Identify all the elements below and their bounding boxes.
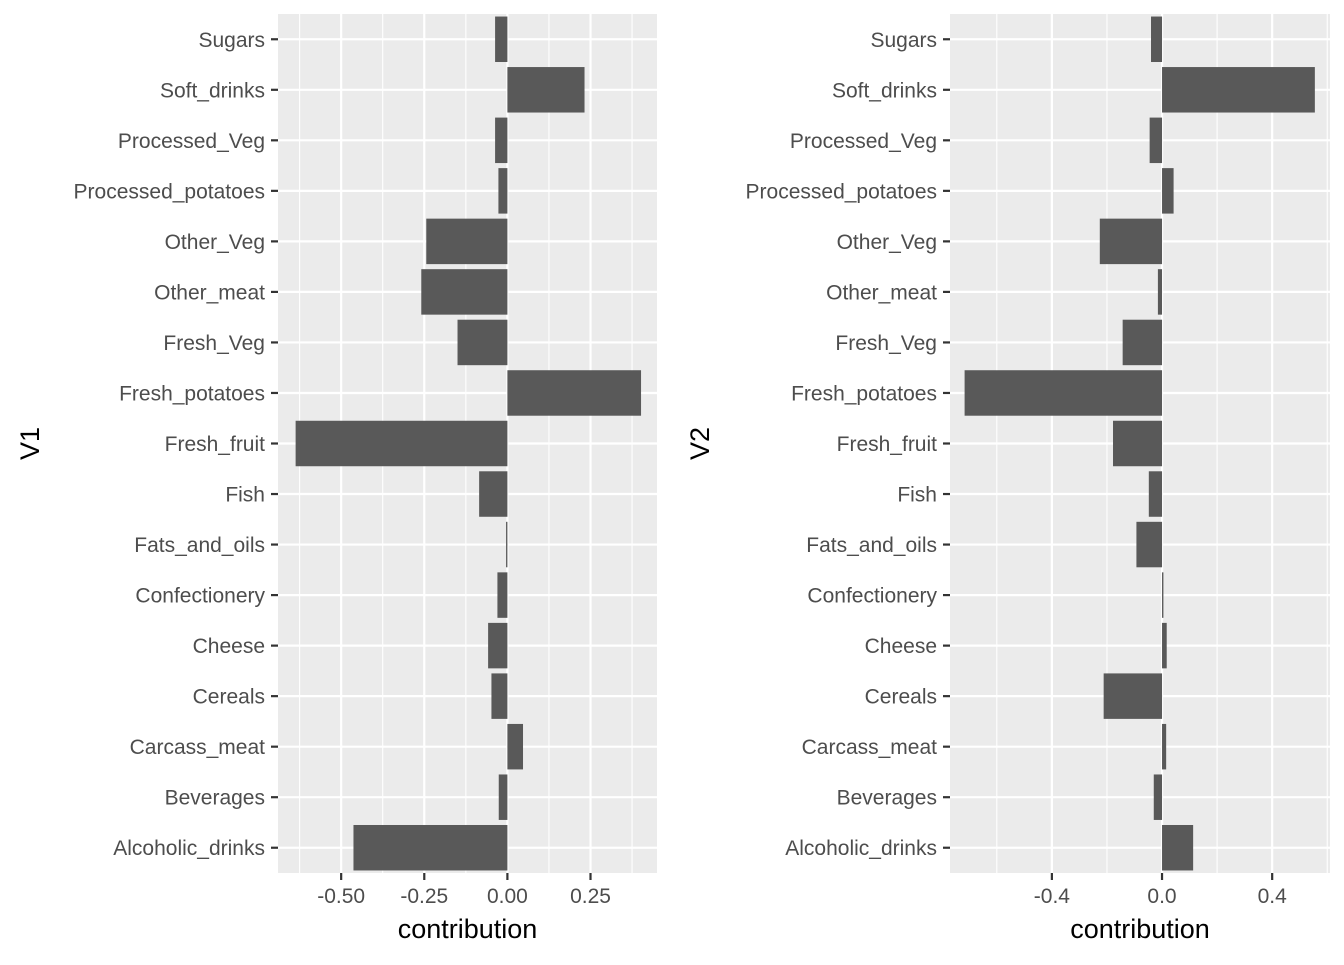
- y-tick-label: Cereals: [865, 686, 937, 709]
- y-tick-label: Fresh_potatoes: [119, 382, 265, 405]
- y-tick-label: Sugars: [870, 29, 937, 52]
- bar-alcoholic-drinks: [353, 824, 508, 871]
- bar-fresh-fruit: [295, 420, 508, 467]
- bar-confectionery: [497, 572, 508, 618]
- y-tick-label: Processed_Veg: [790, 130, 937, 153]
- bar-alcoholic-drinks: [1162, 824, 1194, 871]
- y-tick-label: Other_meat: [826, 281, 937, 304]
- x-tick-label: -0.25: [400, 885, 448, 908]
- bar-fresh-veg: [1122, 319, 1163, 366]
- bar-beverages: [498, 774, 508, 820]
- y-tick-label: Beverages: [165, 787, 265, 810]
- bar-carcass-meat: [507, 723, 524, 770]
- y-tick-label: Beverages: [837, 787, 937, 810]
- x-axis-title: contribution: [398, 914, 538, 944]
- chart-panel-2: Alcoholic_drinks Beverages Carcass_meat Cer…: [685, 14, 1330, 944]
- bar-other-veg: [426, 218, 508, 265]
- y-tick-label: Sugars: [198, 29, 265, 52]
- bar-processed-potatoes: [498, 168, 508, 214]
- x-tick-label: -0.4: [1034, 885, 1071, 908]
- bar-other-meat: [421, 269, 508, 315]
- bar-processed-veg: [495, 117, 508, 164]
- bar-fish: [1148, 471, 1163, 517]
- bar-cheese: [488, 622, 508, 669]
- y-tick-label: Cheese: [865, 635, 937, 658]
- x-tick-label: 0.25: [570, 885, 611, 908]
- y-tick-label: Confectionery: [135, 585, 265, 608]
- bar-soft-drinks: [507, 67, 585, 113]
- y-tick-label: Other_meat: [154, 281, 265, 304]
- bar-sugars: [495, 16, 508, 63]
- y-tick-label: Confectionery: [807, 585, 937, 608]
- bar-cheese: [1162, 622, 1167, 669]
- bar-other-veg: [1099, 218, 1163, 265]
- y-tick-label: Alcoholic_drinks: [113, 837, 265, 860]
- bar-carcass-meat: [1162, 723, 1167, 770]
- bar-cereals: [491, 673, 508, 719]
- chart-panel-1: Alcoholic_drinks Beverages Carcass_meat Cer…: [15, 14, 657, 944]
- bar-fresh-veg: [457, 319, 508, 366]
- bar-soft-drinks: [1162, 67, 1315, 113]
- y-tick-label: Fish: [225, 484, 265, 507]
- y-tick-label: Fresh_potatoes: [791, 382, 937, 405]
- y-tick-label: Fats_and_oils: [134, 534, 265, 557]
- y-axis-title: V2: [685, 427, 715, 460]
- y-tick-label: Processed_Veg: [118, 130, 265, 153]
- bar-processed-veg: [1149, 117, 1163, 164]
- y-tick-label: Processed_potatoes: [746, 180, 937, 203]
- bar-beverages: [1153, 774, 1163, 820]
- x-tick-label: 0.4: [1258, 885, 1288, 908]
- x-tick-label: 0.0: [1147, 885, 1176, 908]
- bar-processed-potatoes: [1162, 168, 1174, 214]
- bar-fats-and-oils: [506, 521, 508, 568]
- y-tick-label: Other_Veg: [837, 231, 937, 254]
- bar-fresh-potatoes: [507, 370, 642, 416]
- bar-other-meat: [1157, 269, 1163, 315]
- y-tick-label: Soft_drinks: [832, 79, 937, 102]
- bar-fish: [479, 471, 508, 517]
- y-tick-label: Processed_potatoes: [74, 180, 265, 203]
- bar-cereals: [1103, 673, 1163, 719]
- y-tick-label: Alcoholic_drinks: [785, 837, 937, 860]
- y-tick-label: Fresh_Veg: [835, 332, 937, 355]
- y-tick-label: Other_Veg: [165, 231, 265, 254]
- y-tick-label: Fresh_fruit: [837, 433, 938, 456]
- y-tick-label: Cereals: [193, 686, 265, 709]
- y-tick-label: Carcass_meat: [130, 736, 266, 759]
- y-tick-label: Fats_and_oils: [806, 534, 937, 557]
- bar-fresh-potatoes: [964, 370, 1163, 416]
- x-tick-label: -0.50: [317, 885, 365, 908]
- bar-fresh-fruit: [1113, 420, 1163, 467]
- y-tick-label: Soft_drinks: [160, 79, 265, 102]
- y-tick-label: Cheese: [193, 635, 265, 658]
- y-tick-label: Fresh_Veg: [163, 332, 265, 355]
- bar-fats-and-oils: [1136, 521, 1163, 568]
- y-tick-label: Carcass_meat: [802, 736, 938, 759]
- x-axis-title: contribution: [1070, 914, 1210, 944]
- y-tick-label: Fish: [897, 484, 937, 507]
- y-tick-label: Fresh_fruit: [165, 433, 266, 456]
- bar-sugars: [1151, 16, 1163, 63]
- y-axis-title: V1: [15, 427, 45, 460]
- x-tick-label: 0.00: [487, 885, 528, 908]
- bar-confectionery: [1162, 572, 1164, 618]
